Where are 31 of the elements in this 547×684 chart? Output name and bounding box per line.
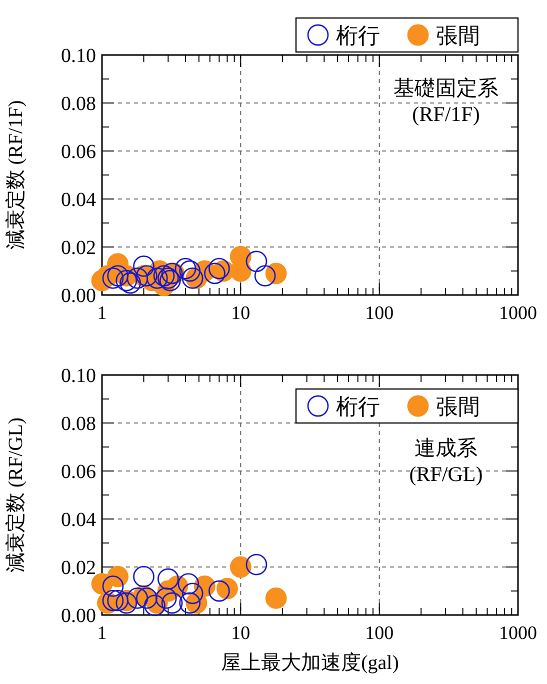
y-tick-label: 0.06 <box>61 141 96 163</box>
y-axis-title: 減衰定数 (RF/GL) <box>5 418 27 572</box>
x-tick-label: 1 <box>97 623 107 644</box>
legend-label: 桁行 <box>336 23 380 48</box>
annotation: (RF/1F) <box>412 102 480 126</box>
y-axis-title: 減衰定数 (RF/1F) <box>5 100 27 250</box>
y-tick-label: 0.10 <box>61 365 96 387</box>
legend-label: 張間 <box>436 394 480 419</box>
y-tick-label: 0.06 <box>61 461 96 483</box>
y-tick-label: 0.02 <box>61 237 96 259</box>
y-tick-label: 0.02 <box>61 557 96 579</box>
x-tick-label: 1000 <box>499 303 537 324</box>
x-axis-title: 屋上最大加速度(gal) <box>221 652 399 674</box>
x-tick-label: 10 <box>231 623 250 644</box>
y-tick-label: 0.04 <box>61 189 96 211</box>
y-tick-label: 0.08 <box>61 93 96 115</box>
y-tick-label: 0.08 <box>61 413 96 435</box>
legend-label: 桁行 <box>336 394 380 419</box>
annotation: 連成系 <box>414 436 478 460</box>
y-tick-label: 0.04 <box>61 509 96 531</box>
x-tick-label: 1000 <box>499 623 537 644</box>
y-tick-label: 0.00 <box>61 285 96 307</box>
x-tick-label: 1 <box>97 303 107 324</box>
annotation: (RF/GL) <box>409 462 483 486</box>
annotation: 基礎固定系 <box>394 76 498 100</box>
x-tick-label: 100 <box>365 623 394 644</box>
x-tick-label: 100 <box>365 303 394 324</box>
y-tick-label: 0.10 <box>61 45 96 67</box>
y-tick-label: 0.00 <box>61 605 96 627</box>
x-tick-label: 10 <box>231 303 250 324</box>
legend-label: 張間 <box>436 23 480 48</box>
